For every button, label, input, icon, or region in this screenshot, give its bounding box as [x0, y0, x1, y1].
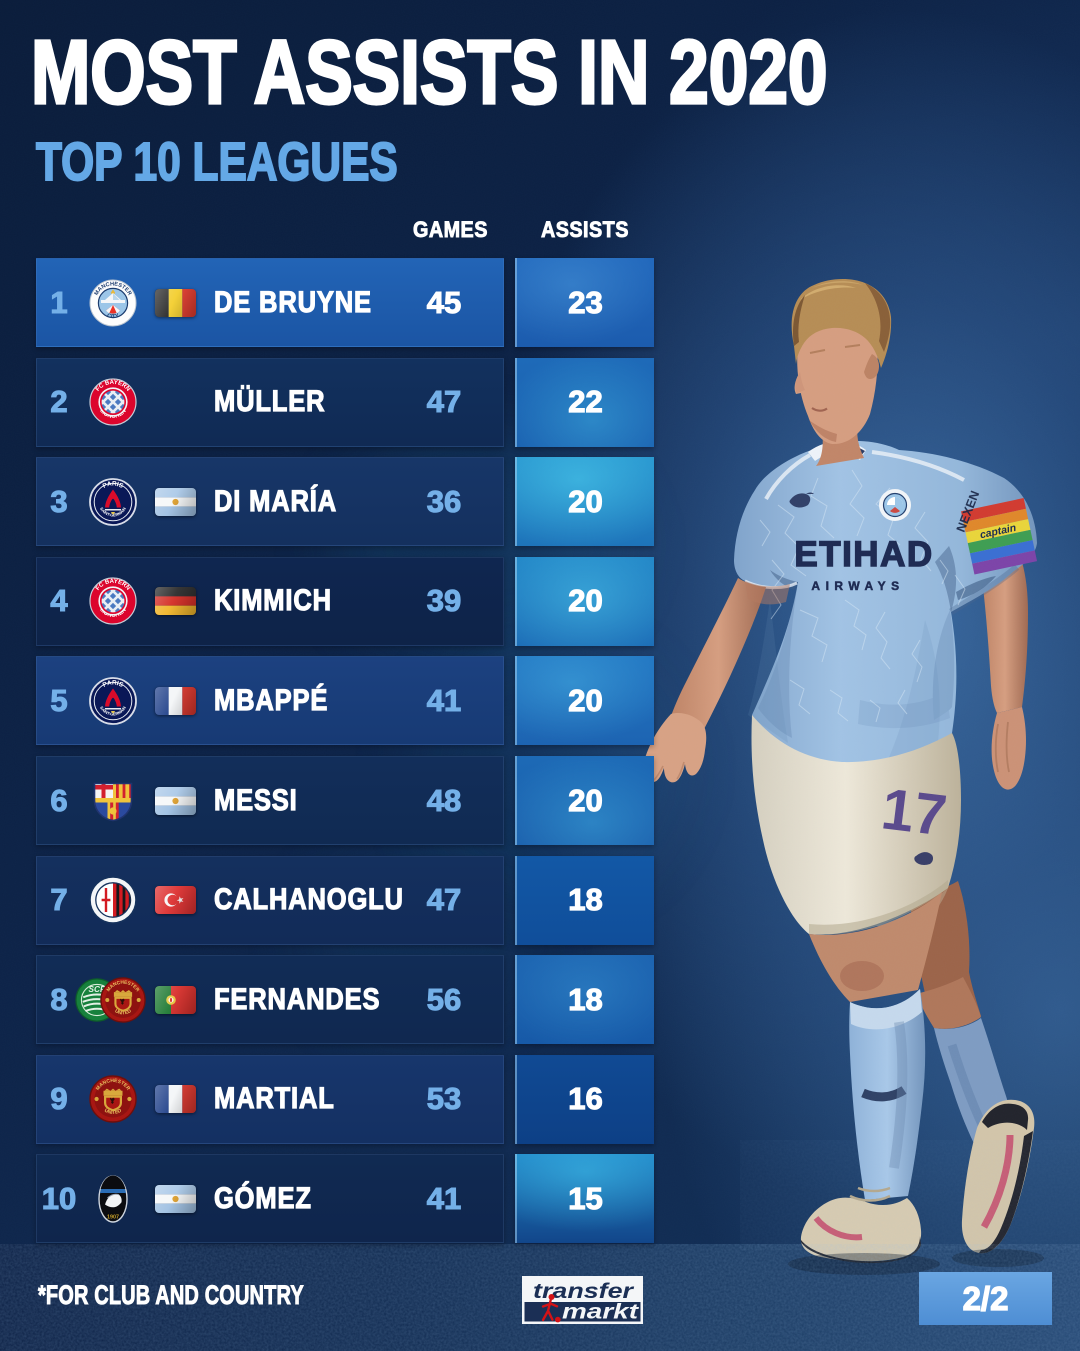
svg-text:PARIS: PARIS [102, 679, 125, 689]
svg-text:PARIS: PARIS [102, 480, 125, 490]
svg-text:markt: markt [562, 1301, 639, 1324]
svg-text:transfer: transfer [533, 1280, 635, 1303]
svg-text:UNITED: UNITED [103, 1108, 123, 1116]
svg-text:1907: 1907 [107, 1214, 119, 1220]
svg-text:SCP: SCP [89, 984, 106, 993]
svg-text:UNITED: UNITED [114, 1008, 133, 1016]
svg-text:CITY: CITY [106, 312, 120, 319]
